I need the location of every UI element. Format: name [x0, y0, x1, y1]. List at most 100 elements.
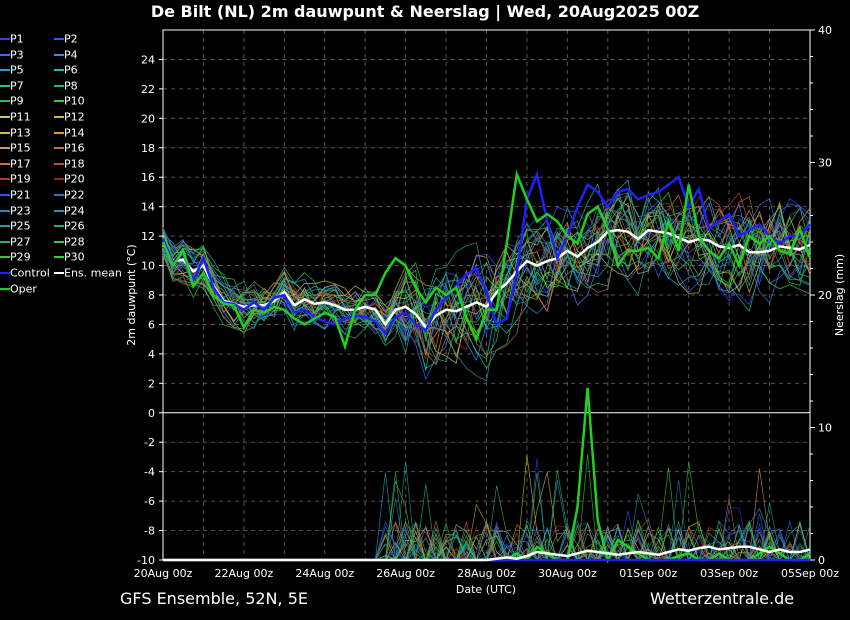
legend-swatch: [0, 240, 10, 243]
legend-item: P4: [54, 48, 78, 62]
legend-label: P24: [64, 204, 85, 218]
legend-item: P7: [0, 79, 24, 93]
y-tick-label: 8: [148, 289, 155, 302]
legend-item: P10: [54, 94, 85, 108]
legend-swatch: [0, 147, 10, 150]
legend-swatch: [0, 287, 10, 290]
legend-swatch: [0, 53, 10, 56]
x-tick-label: 05Sep 00z: [781, 567, 839, 580]
legend-swatch: [0, 162, 10, 165]
y-tick-label: 14: [141, 201, 155, 214]
axes: -10-8-6-4-202468101214161820222401020304…: [134, 24, 840, 580]
series: [161, 169, 812, 564]
footer-source: Wetterzentrale.de: [650, 589, 795, 608]
legend-swatch: [54, 240, 64, 243]
legend-swatch: [54, 38, 64, 40]
legend-label: P16: [64, 141, 85, 155]
legend-item: Oper: [0, 282, 37, 296]
legend-swatch: [54, 53, 64, 56]
member-line-p26: [162, 186, 811, 342]
y2-tick-label: 0: [818, 554, 825, 567]
legend-swatch: [0, 225, 10, 228]
legend-label: P11: [10, 110, 31, 124]
legend-item: P9: [0, 94, 24, 108]
legend-item: P13: [0, 126, 31, 140]
legend-item: P25: [0, 219, 31, 233]
legend-label: P5: [10, 63, 24, 77]
legend-swatch: [54, 209, 64, 212]
legend-item: P6: [54, 63, 78, 77]
member-line-p15: [162, 203, 811, 352]
legend-item: P1: [0, 32, 24, 46]
legend-label: P6: [64, 63, 78, 77]
legend-label: P15: [10, 141, 31, 155]
legend-swatch: [0, 69, 10, 72]
legend-swatch: [54, 178, 64, 181]
y-tick-label: 10: [141, 260, 155, 273]
legend-swatch: [54, 116, 64, 118]
legend-item: Control: [0, 266, 50, 280]
legend-item: P29: [0, 250, 31, 264]
legend-swatch: [0, 272, 10, 274]
series-control: [161, 170, 811, 336]
legend-label: P13: [10, 126, 31, 140]
legend-label: P12: [64, 110, 85, 124]
y-tick-label: 24: [141, 53, 155, 66]
legend-swatch: [0, 194, 10, 196]
member-line-p22: [162, 192, 811, 354]
legend-item: P14: [54, 126, 85, 140]
legend-swatch: [0, 178, 10, 181]
x-tick-label: 01Sep 00z: [619, 567, 677, 580]
member-line-p27: [162, 203, 811, 370]
legend-swatch: [54, 272, 64, 274]
legend-label: Control: [10, 266, 50, 280]
legend-label: P17: [10, 157, 31, 171]
member-line-p24: [162, 187, 811, 382]
y2-tick-label: 40: [818, 24, 832, 37]
legend-swatch: [54, 225, 64, 228]
y-tick-label: 18: [141, 142, 155, 155]
y-tick-label: -10: [137, 554, 155, 567]
y-tick-label: 4: [148, 348, 155, 361]
legend-item: P16: [54, 141, 85, 155]
y-tick-label: 2: [148, 377, 155, 390]
legend-swatch: [0, 256, 10, 259]
legend-item: P27: [0, 235, 31, 249]
legend-swatch: [0, 100, 10, 103]
legend-item: P3: [0, 48, 24, 62]
legend-label: P25: [10, 219, 31, 233]
legend-swatch: [54, 69, 64, 72]
y2-axis-label: Neerslag (mm): [833, 254, 846, 336]
x-tick-label: 30Aug 00z: [538, 567, 597, 580]
legend-label: P26: [64, 219, 85, 233]
x-tick-label: 22Aug 00z: [215, 567, 274, 580]
legend-item: P5: [0, 63, 24, 77]
legend-item: P17: [0, 157, 31, 171]
legend-swatch: [0, 38, 10, 40]
legend-label: P9: [10, 94, 24, 108]
legend-label: P19: [10, 172, 31, 186]
y-tick-label: 12: [141, 230, 155, 243]
legend-label: P27: [10, 235, 31, 249]
legend-label: P30: [64, 250, 85, 264]
legend-item: P21: [0, 188, 31, 202]
legend-label: P3: [10, 48, 24, 62]
legend-item: P20: [54, 172, 85, 186]
legend-label: Ens. mean: [64, 266, 122, 280]
y-tick-label: 20: [141, 112, 155, 125]
y-tick-label: -8: [144, 525, 155, 538]
chart-title: De Bilt (NL) 2m dauwpunt & Neerslag | We…: [150, 2, 700, 21]
y2-tick-label: 30: [818, 157, 832, 170]
legend-label: P23: [10, 204, 31, 218]
y2-tick-label: 10: [818, 422, 832, 435]
y-tick-label: -4: [144, 466, 155, 479]
legend-swatch: [0, 209, 10, 212]
x-tick-label: 26Aug 00z: [376, 567, 435, 580]
legend-label: P7: [10, 79, 24, 93]
x-tick-label: 03Sep 00z: [700, 567, 758, 580]
legend-swatch: [54, 162, 64, 165]
legend-swatch: [54, 194, 64, 196]
legend-item: P18: [54, 157, 85, 171]
legend-swatch: [54, 256, 64, 259]
y-tick-label: 16: [141, 171, 155, 184]
